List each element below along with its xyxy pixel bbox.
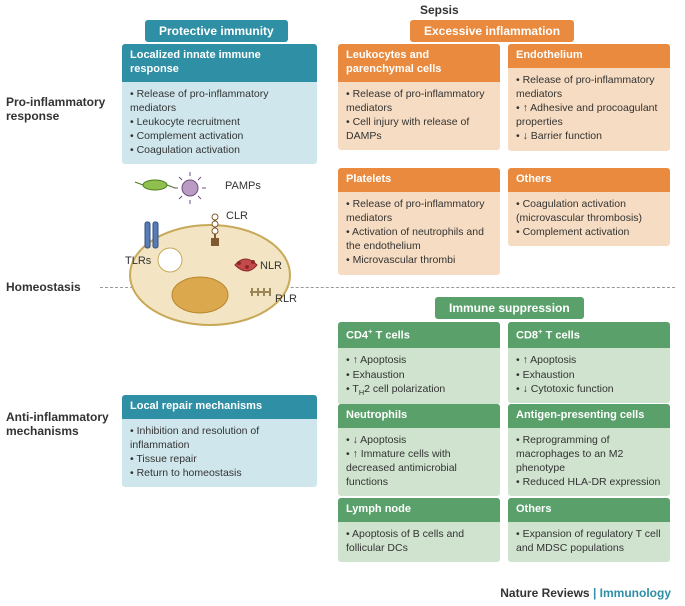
card-title: Others (508, 168, 670, 192)
card-cd4: CD4+ T cells ↑ Apoptosis Exhaustion TH2 … (338, 322, 500, 405)
card-title: Endothelium (508, 44, 670, 68)
card-leukocytes: Leukocytes and parenchymal cells Release… (338, 44, 500, 150)
card-excessive-others: Others Coagulation activation (microvasc… (508, 168, 670, 246)
list-item: Release of pro-inflammatory mediators (346, 87, 492, 115)
card-endothelium: Endothelium Release of pro-inflammatory … (508, 44, 670, 151)
list-item: ↓ Cytotoxic function (516, 382, 662, 396)
card-title: CD8+ T cells (508, 322, 670, 348)
card-apc: Antigen-presenting cells Reprogramming o… (508, 404, 670, 496)
card-title: Leukocytes and parenchymal cells (338, 44, 500, 82)
list-item: Tissue repair (130, 452, 309, 466)
card-title: Others (508, 498, 670, 522)
card-title: Lymph node (338, 498, 500, 522)
footer-credit: Nature Reviews | Immunology (500, 586, 671, 600)
row-label-homeostasis: Homeostasis (6, 280, 81, 294)
card-lymph-node: Lymph node Apoptosis of B cells and foll… (338, 498, 500, 562)
list-item: Exhaustion (346, 368, 492, 382)
list-item: Complement activation (516, 225, 662, 239)
card-title: CD4+ T cells (338, 322, 500, 348)
card-platelets: Platelets Release of pro-inflammatory me… (338, 168, 500, 275)
list-item: Return to homeostasis (130, 466, 309, 480)
list-item: Microvascular thrombi (346, 253, 492, 267)
list-item: Cell injury with release of DAMPs (346, 115, 492, 143)
list-item: Expansion of regulatory T cell and MDSC … (516, 527, 662, 555)
card-title: Antigen-presenting cells (508, 404, 670, 428)
list-item: Exhaustion (516, 368, 662, 382)
list-item: ↑ Apoptosis (516, 353, 662, 367)
card-local-repair: Local repair mechanisms Inhibition and r… (122, 395, 317, 487)
list-item: Inhibition and resolution of inflammatio… (130, 424, 309, 452)
header-excessive: Excessive inflammation (410, 20, 574, 42)
list-item: Leukocyte recruitment (130, 115, 309, 129)
label-nlr: NLR (260, 260, 282, 272)
list-item: ↑ Apoptosis (346, 353, 492, 367)
list-item: Activation of neutrophils and the endoth… (346, 225, 492, 253)
list-item: Apoptosis of B cells and follicular DCs (346, 527, 492, 555)
cell-illustration (115, 170, 325, 335)
list-item: ↑ Adhesive and procoagulant properties (516, 101, 662, 129)
sepsis-title: Sepsis (420, 3, 459, 17)
list-item: ↓ Barrier function (516, 129, 662, 143)
card-neutrophils: Neutrophils ↓ Apoptosis ↑ Immature cells… (338, 404, 500, 496)
list-item: TH2 cell polarization (346, 382, 492, 398)
card-cd8: CD8+ T cells ↑ Apoptosis Exhaustion ↓ Cy… (508, 322, 670, 403)
list-item: Release of pro-inflammatory mediators (130, 87, 309, 115)
footer-journal: Nature Reviews (500, 586, 589, 600)
row-label-antiinflammatory: Anti-inflammatory mechanisms (6, 410, 116, 438)
card-suppression-others: Others Expansion of regulatory T cell an… (508, 498, 670, 562)
list-item: Reprogramming of macrophages to an M2 ph… (516, 433, 662, 476)
list-item: ↑ Immature cells with decreased antimicr… (346, 447, 492, 490)
card-title: Localized innate immune response (122, 44, 317, 82)
card-title: Platelets (338, 168, 500, 192)
list-item: Coagulation activation (130, 143, 309, 157)
list-item: Release of pro-inflammatory mediators (346, 197, 492, 225)
list-item: Complement activation (130, 129, 309, 143)
label-pamps: PAMPs (225, 180, 261, 192)
list-item: Release of pro-inflammatory mediators (516, 73, 662, 101)
card-title: Neutrophils (338, 404, 500, 428)
card-title: Local repair mechanisms (122, 395, 317, 419)
list-item: ↓ Apoptosis (346, 433, 492, 447)
header-immune-suppression: Immune suppression (435, 297, 584, 319)
label-tlrs: TLRs (125, 255, 151, 267)
card-localized-innate: Localized innate immune response Release… (122, 44, 317, 164)
list-item: Coagulation activation (microvascular th… (516, 197, 662, 225)
label-clr: CLR (226, 210, 248, 222)
label-rlr: RLR (275, 293, 297, 305)
footer-section: Immunology (600, 586, 671, 600)
row-label-proinflammatory: Pro-inflammatory response (6, 95, 116, 123)
header-protective: Protective immunity (145, 20, 288, 42)
list-item: Reduced HLA-DR expression (516, 475, 662, 489)
